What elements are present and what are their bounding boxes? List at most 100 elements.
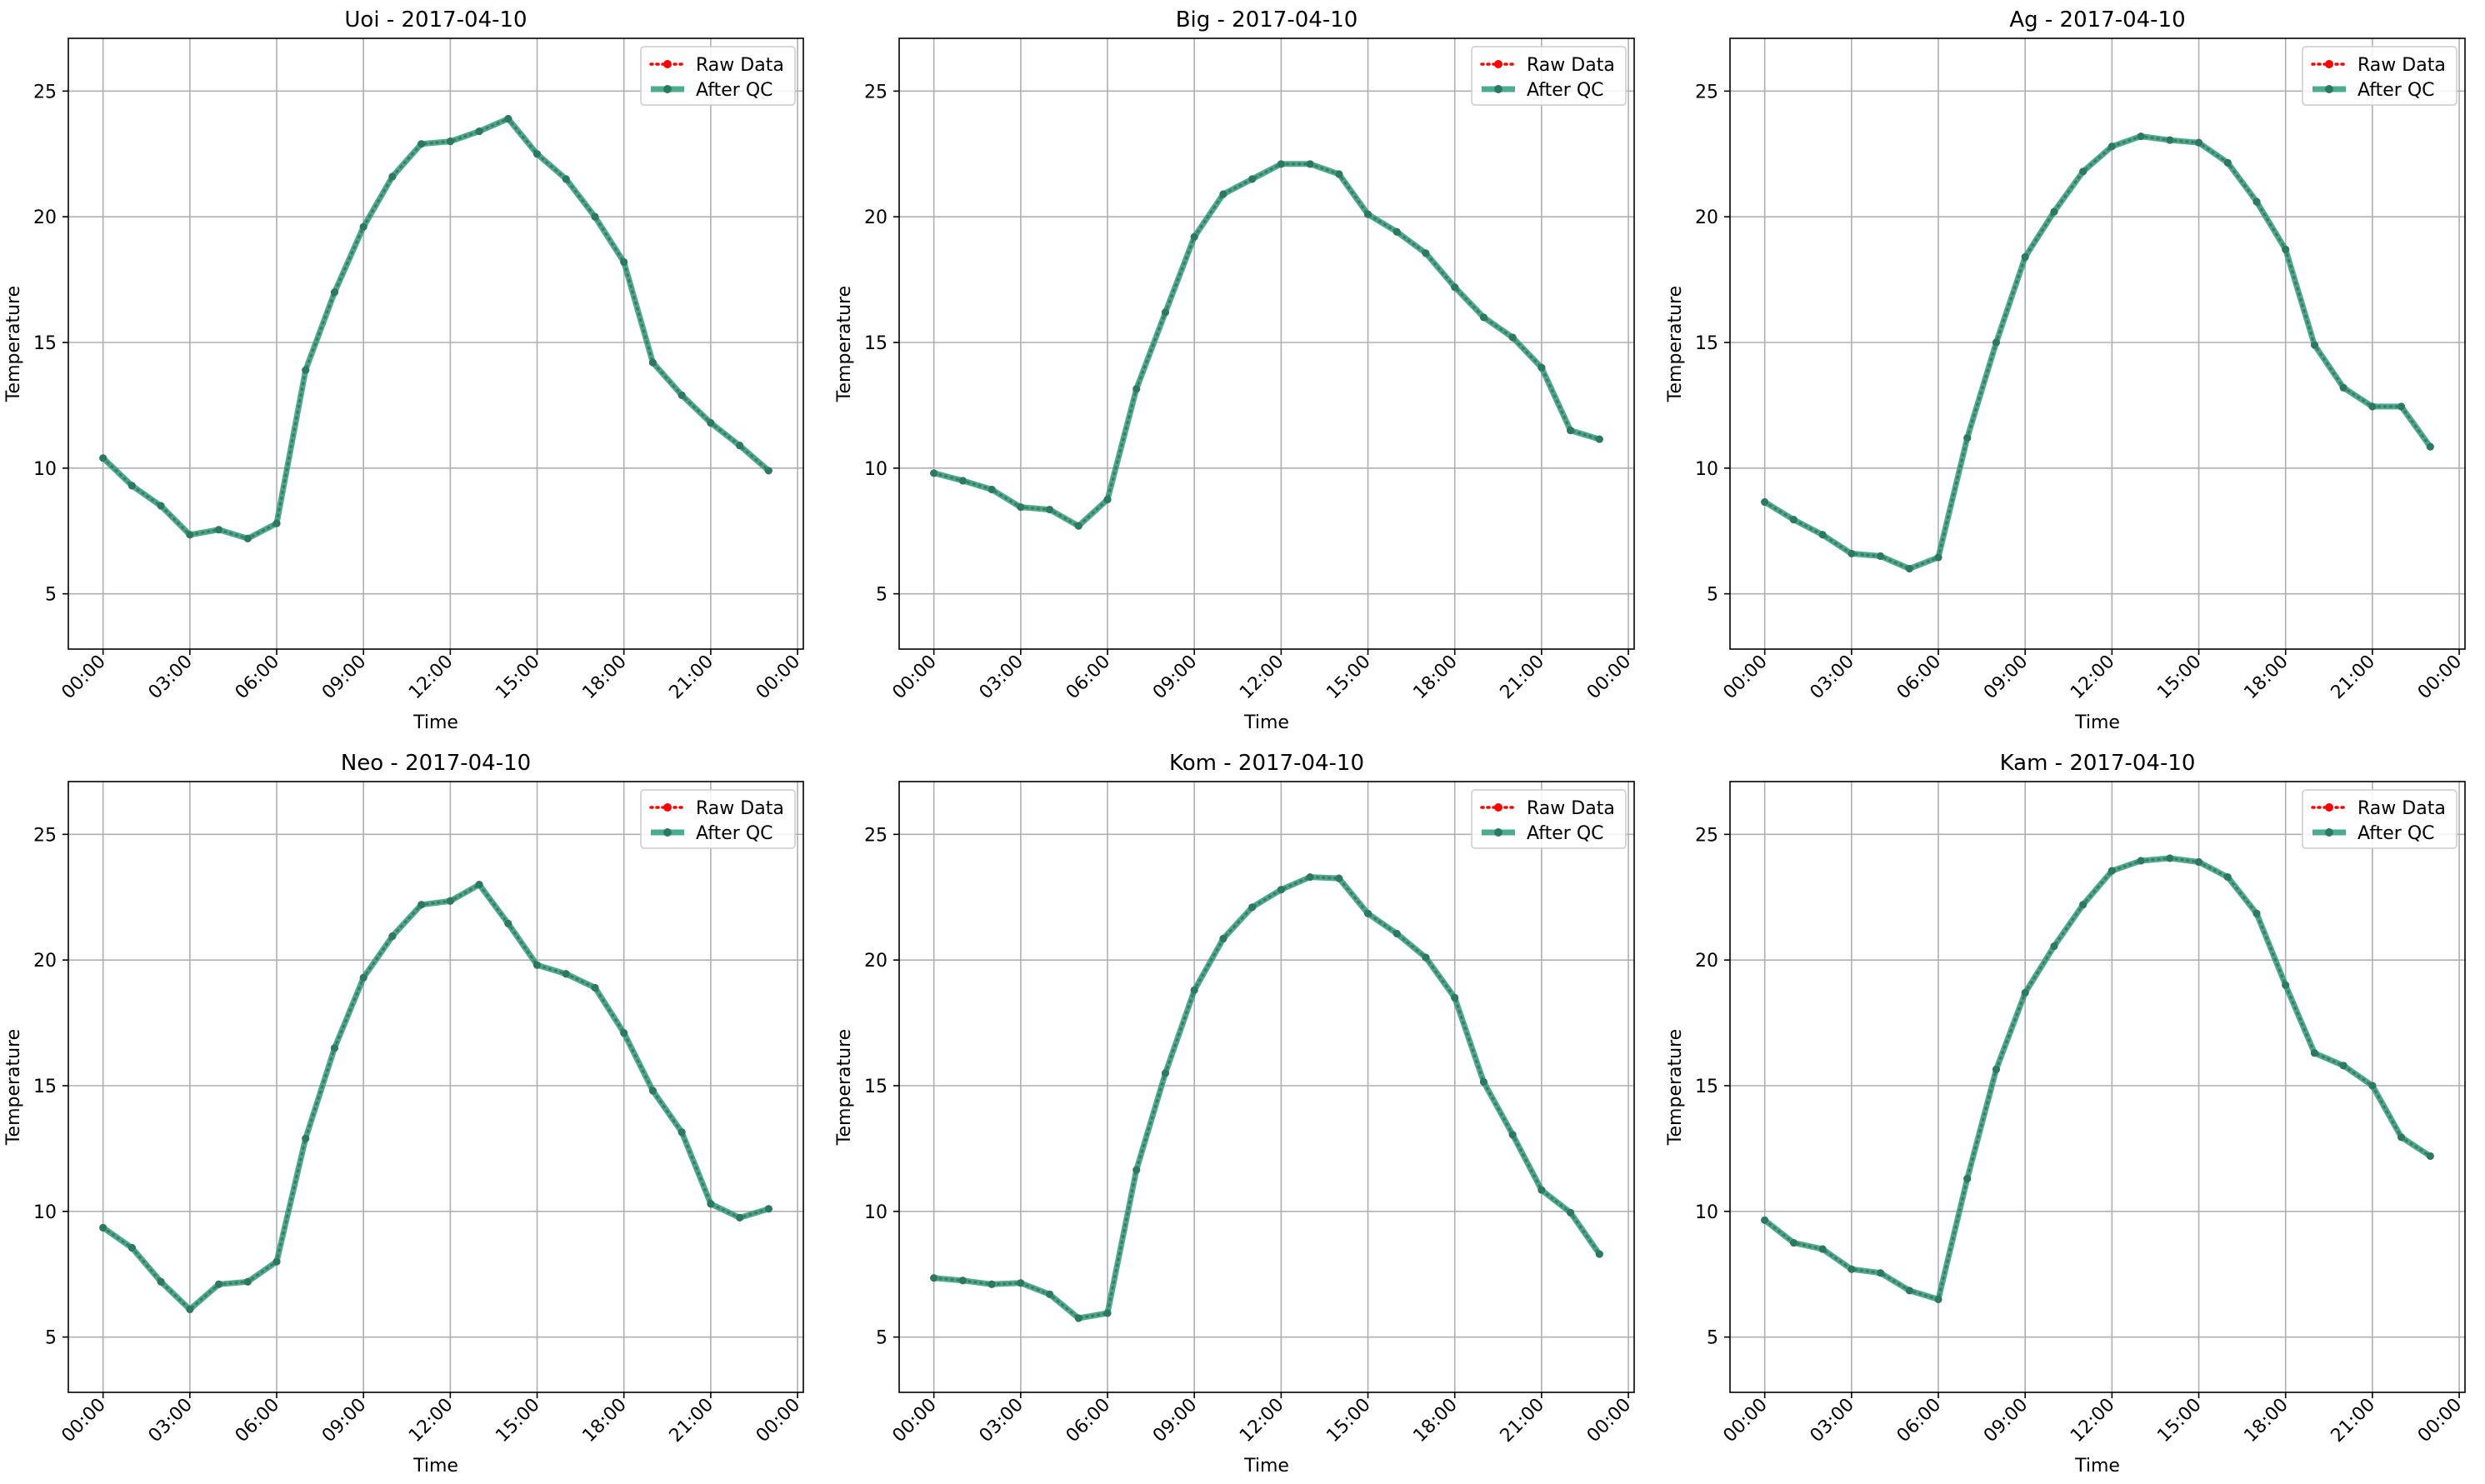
after-qc-line [1762,133,2433,572]
after-qc-point [1595,1250,1603,1258]
legend-raw-label: Raw Data [1527,798,1615,819]
legend-qc-marker [1494,85,1502,93]
y-tick-label: 10 [1695,1202,1718,1223]
x-tick-label: 03:00 [976,1395,1028,1447]
after-qc-point [1567,427,1575,435]
after-qc-point [620,257,628,266]
y-tick-label: 25 [864,825,888,846]
y-tick-label: 15 [33,333,57,354]
x-axis-label: Time [2074,1456,2120,1477]
subplot-title: Neo - 2017-04-10 [341,751,531,776]
x-tick-label: 12:00 [2067,652,2119,704]
after-qc-point [1538,1186,1546,1194]
after-qc-point [302,1134,310,1142]
x-tick-label: 15:00 [492,652,544,704]
x-tick-label: 15:00 [492,1395,544,1447]
y-axis-label: Temperature [3,286,24,402]
legend-qc-label: After QC [696,80,773,101]
x-tick-label: 03:00 [145,652,198,704]
after-qc-point [359,222,368,231]
legend: Raw Data After QC [2302,46,2458,106]
legend-raw-label: Raw Data [696,798,784,819]
y-tick-label: 15 [33,1077,57,1097]
after-qc-point [1190,232,1198,241]
plot-frame [898,37,1635,650]
grid [68,38,803,649]
after-qc-point [2252,197,2261,206]
x-tick-label: 15:00 [1322,1395,1375,1447]
after-qc-point [475,881,483,889]
after-qc-point [1877,552,1885,560]
x-tick-label: 03:00 [145,1395,198,1447]
subplot-title: Ag - 2017-04-10 [2009,7,2185,32]
after-qc-point [418,140,426,148]
after-qc-point [2282,981,2290,989]
x-tick-label: 06:00 [1893,1395,1946,1447]
after-qc-point [736,442,744,450]
after-qc-point [302,366,310,374]
plot-frame [898,781,1635,1393]
legend-raw-marker [1494,60,1502,68]
after-qc-point [1963,1175,1972,1183]
series-after-qc [99,881,772,1313]
x-tick-label: 09:00 [318,652,371,704]
legend-qc-marker [663,85,672,93]
y-tick-label: 25 [1695,82,1718,102]
subplot-title: Kom - 2017-04-10 [1169,751,1364,776]
y-tick-label: 20 [1695,951,1718,972]
after-qc-point [1789,1239,1798,1247]
after-qc-point [648,358,657,367]
x-tick-label: 12:00 [2067,1395,2119,1447]
plot-frame [1729,37,2466,650]
x-axis-label: Time [1243,712,1289,733]
legend-raw-marker [663,803,672,812]
subplot-2: 5 10 15 20 25 00:00 03:00 06:00 09:00 12:00 15:00 1… [1665,7,2466,733]
series-raw [930,873,1603,1322]
y-tick-label: 10 [1695,459,1718,480]
grid [1730,38,2465,649]
after-qc-point [1789,516,1798,524]
x-tick-label: 00:00 [2414,652,2467,704]
subplot-0: 5 10 15 20 25 00:00 03:00 06:00 09:00 12:00 15:00 1… [3,7,804,733]
after-qc-point [1451,993,1459,1002]
subplot-title: Kam - 2017-04-10 [2000,751,2196,776]
y-tick-label: 20 [33,207,57,228]
x-tick-label: 18:00 [578,652,631,704]
x-tick-label: 00:00 [2414,1395,2467,1447]
x-axis-label: Time [1243,1456,1289,1477]
x-tick-label: 09:00 [1980,652,2032,704]
after-qc-point [930,1274,938,1282]
legend: Raw Data After QC [640,46,796,106]
plot-frame [68,781,804,1393]
after-qc-point [330,288,338,297]
y-axis-label: Temperature [834,286,855,402]
y-tick-label: 10 [33,1202,57,1223]
after-qc-point [186,531,194,539]
after-qc-line [933,874,1602,1322]
after-qc-point [1248,175,1257,183]
after-qc-point [764,1205,772,1213]
x-tick-label: 06:00 [1062,1395,1115,1447]
y-tick-label: 25 [33,82,57,102]
x-axis-label: Time [412,1456,458,1477]
after-qc-overlay [933,876,1601,1320]
x-tick-label: 00:00 [888,652,941,704]
after-qc-line [932,161,1601,529]
after-qc-point [2108,142,2116,151]
after-qc-point [2021,252,2029,261]
grid [899,38,1634,649]
after-qc-point [533,961,542,969]
subplot-1: 5 10 15 20 25 00:00 03:00 06:00 09:00 12:00 15:00 1… [834,7,1635,733]
after-qc-point [2108,867,2116,875]
y-tick-label: 10 [864,1202,888,1223]
x-axis-label: Time [2074,712,2120,733]
after-qc-point [1074,522,1082,530]
after-qc-point [1934,1295,1942,1303]
x-tick-label: 21:00 [2328,1395,2380,1447]
after-qc-point [2398,402,2406,411]
grid [1730,782,2465,1392]
after-qc-point [1905,564,1913,572]
x-tick-label: 21:00 [666,652,718,704]
after-qc-point [1103,1309,1112,1317]
y-tick-label: 25 [1695,825,1718,846]
